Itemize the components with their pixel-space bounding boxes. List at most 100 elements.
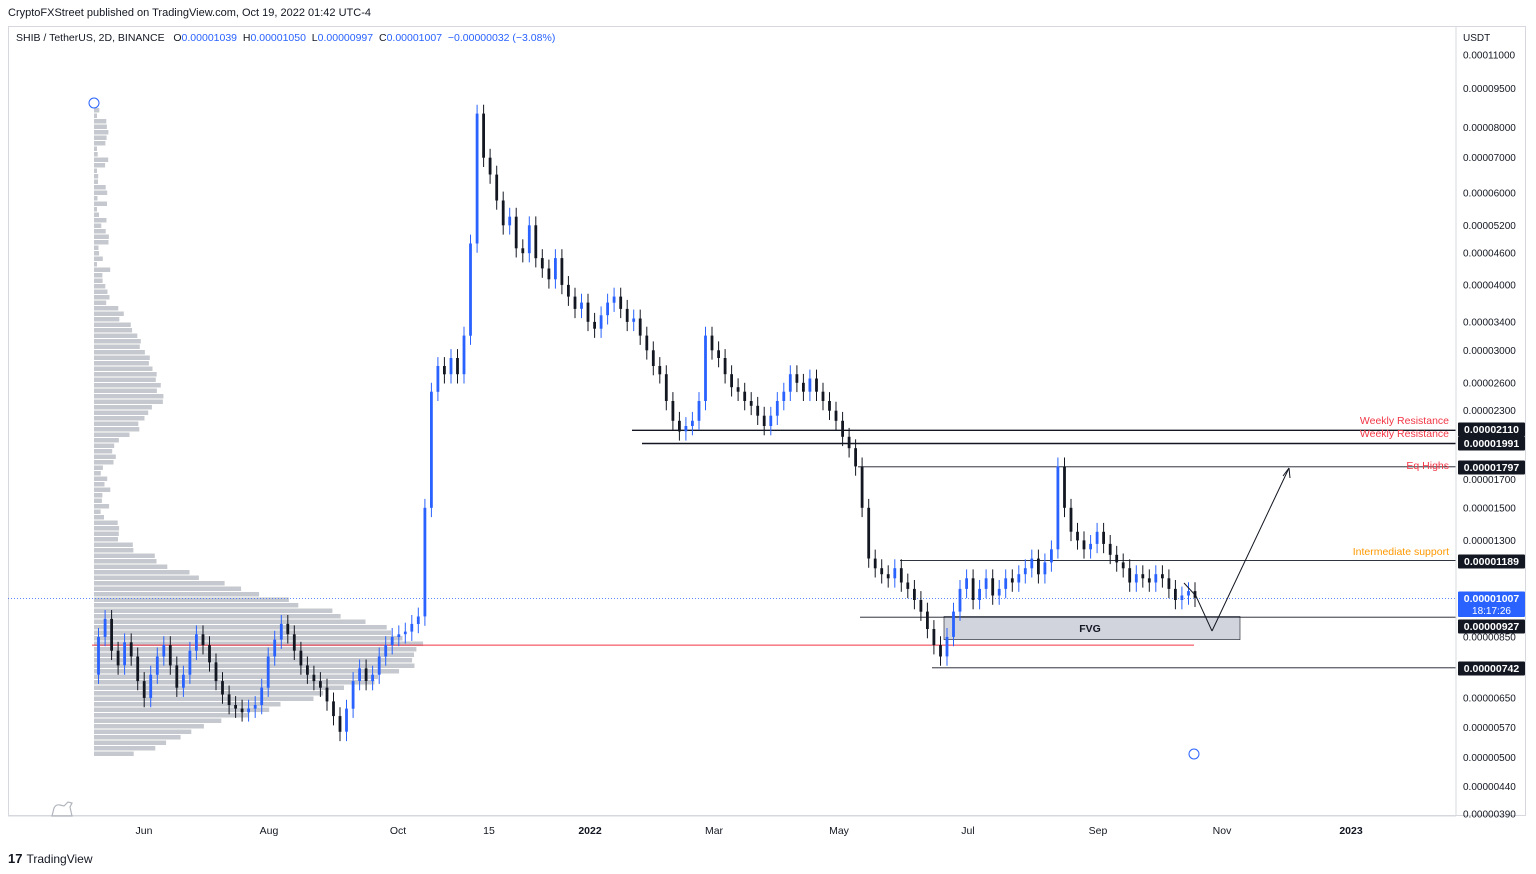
footer-brand: 17 TradingView: [8, 851, 93, 866]
candle-body: [1109, 544, 1112, 555]
candle-body: [965, 578, 968, 589]
candle-body: [1102, 532, 1105, 544]
profile-bar: [94, 202, 107, 207]
x-tick-label: Oct: [390, 825, 406, 837]
candle-body: [228, 694, 231, 705]
x-tick-label: 2023: [1339, 825, 1363, 837]
candle-body: [1037, 559, 1040, 575]
annotations: Weekly ResistanceWeekly ResistanceEq Hig…: [1079, 415, 1449, 635]
candle-body: [430, 392, 433, 508]
countdown-text: 18:17:26: [1472, 606, 1511, 617]
candle-body: [273, 640, 276, 657]
candle-body: [1122, 562, 1125, 568]
candle-body: [358, 668, 361, 681]
candle-body: [815, 379, 818, 392]
profile-bar: [94, 125, 107, 130]
candle-body: [1181, 596, 1184, 601]
candle-body: [730, 374, 733, 387]
price-label-text: 0.00001991: [1464, 438, 1520, 450]
y-tick-label: 0.00002300: [1463, 406, 1516, 417]
profile-bar: [94, 312, 124, 317]
x-tick-label: 2022: [578, 825, 602, 837]
candle-body: [893, 568, 896, 578]
profile-bar: [94, 262, 97, 267]
candle-body: [717, 350, 720, 358]
candle-body: [293, 634, 296, 650]
candle-body: [404, 632, 407, 635]
candle-body: [267, 657, 270, 688]
y-tick-label: 0.00000850: [1463, 632, 1516, 643]
profile-anchor-bottom: [1189, 749, 1199, 759]
profile-bar: [94, 647, 416, 652]
candle-body: [143, 681, 146, 698]
x-tick-label: May: [829, 825, 850, 837]
candle-body: [417, 617, 420, 625]
price-label-text: 0.00000742: [1464, 663, 1520, 675]
candle-body: [1154, 574, 1157, 582]
profile-bar: [94, 152, 98, 157]
candle-body: [189, 651, 192, 675]
profile-bar: [94, 246, 99, 251]
y-tick-label: 0.00002600: [1463, 378, 1516, 389]
profile-bar: [94, 136, 107, 141]
x-tick-label: Jul: [961, 825, 974, 837]
profile-bar: [94, 317, 119, 322]
profile-bar: [94, 592, 259, 597]
profile-bar: [94, 108, 99, 113]
candle-body: [110, 619, 113, 651]
profile-bar: [94, 730, 191, 735]
candle-body: [952, 612, 955, 637]
candle-body: [658, 366, 661, 374]
y-tick-label: 0.00007000: [1463, 153, 1516, 164]
candle-body: [554, 258, 557, 279]
candle-body: [515, 217, 518, 249]
profile-bar: [94, 158, 108, 163]
candle-body: [743, 392, 746, 401]
profile-bar: [94, 471, 101, 476]
profile-bar: [94, 499, 102, 504]
candle-body: [391, 637, 394, 645]
candle-body: [443, 366, 446, 374]
candle-body: [665, 374, 668, 401]
profile-bar: [94, 378, 156, 383]
profile-bar: [94, 383, 161, 388]
annotation-label: Eq Highs: [1406, 460, 1449, 472]
candle-body: [861, 466, 864, 507]
profile-bar: [94, 191, 107, 196]
candle-body: [371, 675, 374, 681]
profile-bar: [94, 328, 132, 333]
candle-body: [495, 175, 498, 201]
profile-bar: [94, 130, 108, 135]
candle-body: [489, 158, 492, 175]
candle-body: [1050, 549, 1053, 562]
candle-body: [175, 665, 178, 687]
profile-bar: [94, 658, 412, 663]
profile-bar: [94, 680, 375, 685]
candle-body: [776, 401, 779, 416]
profile-bar: [94, 240, 109, 245]
profile-bar: [94, 691, 323, 696]
profile-bar: [94, 741, 166, 746]
profile-bar: [94, 169, 97, 174]
candle-body: [339, 716, 342, 732]
profile-bar: [94, 433, 130, 438]
candle-body: [378, 657, 381, 675]
profile-bar: [94, 394, 163, 399]
candle-body: [397, 634, 400, 637]
candle-body: [867, 508, 870, 559]
profile-bar: [94, 207, 97, 212]
candle-body: [1128, 568, 1131, 582]
x-tick-label: Mar: [705, 825, 724, 837]
candle-body: [241, 709, 244, 713]
profile-bar: [94, 251, 99, 256]
candle-body: [1148, 578, 1151, 582]
candle-body: [593, 322, 596, 329]
candle-body: [711, 336, 714, 351]
profile-bar: [94, 273, 102, 278]
candle-body: [306, 665, 309, 674]
x-tick-label: Sep: [1089, 825, 1108, 837]
profile-bar: [94, 625, 387, 630]
price-label-text: 0.00002110: [1464, 424, 1519, 436]
profile-bar: [94, 416, 145, 421]
